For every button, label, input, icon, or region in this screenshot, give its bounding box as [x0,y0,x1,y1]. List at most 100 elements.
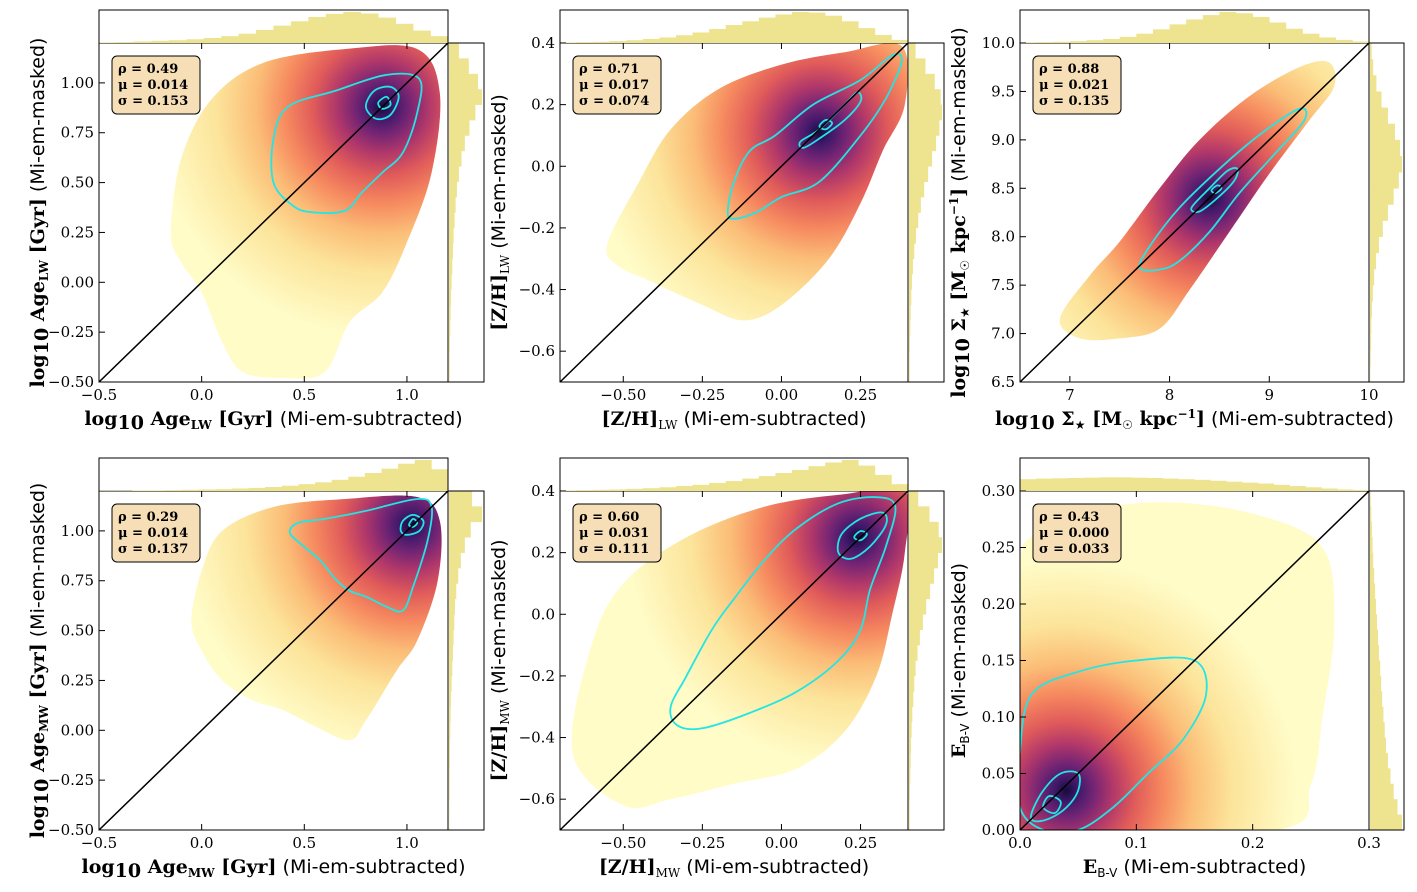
hist-bar [891,484,909,491]
hist-bar [1370,737,1386,754]
x-tick-label: 0.0 [1008,834,1032,852]
x-axis-label: log10 AgeLW [Gyr] (Mi-em-subtracted) [84,408,462,434]
hist-bar [909,614,923,630]
hist-bar [1152,29,1170,43]
hist-bar [116,42,135,43]
kde-density [571,491,908,809]
top-hist-frame [559,9,909,43]
y-axis-label: log10 AgeMW [Gyr] (Mi-em-masked) [27,483,53,839]
y-tick-label: 7.5 [991,276,1015,294]
hist-bar [168,40,187,43]
hist-bar [381,468,399,491]
y-axis-label: EB-V (Mi-em-masked) [948,563,972,758]
hist-bar [909,227,916,244]
hist-bar [909,351,910,367]
hist-bar [1194,479,1211,491]
y-tick-label: 9.0 [991,131,1015,149]
y-tick-label: 0.05 [982,765,1015,783]
y-tick-label: 0.25 [982,539,1015,557]
hist-bar [1370,59,1374,76]
stat-mu: μ = 0.014 [118,78,188,93]
hist-bar [449,150,462,167]
hist-bar [909,135,937,152]
hist-bar [414,460,432,491]
y-tick-label: 9.5 [991,82,1015,100]
hist-bar [1370,614,1378,630]
hist-bar [315,482,332,491]
contour-level-3 [818,119,834,131]
stat-mu: μ = 0.021 [1039,78,1109,93]
hist-bar [1162,478,1179,491]
y-tick-label: −0.50 [48,373,94,391]
hist-bar [1370,506,1372,523]
hist-bar [449,675,452,692]
hist-bar [909,675,915,692]
y-tick-label: −0.4 [519,729,555,747]
hist-bar [560,42,577,43]
hist-bar [449,274,452,290]
hist-bar [1202,15,1220,44]
x-axis-label: log10 Σ★ [M☉ kpc−1] (Mi-em-subtracted) [995,407,1394,434]
x-tick-label: 1.0 [395,386,419,404]
hist-bar [909,506,930,523]
hist-bar [909,43,916,59]
hist-bar [449,227,454,244]
hist-bar [1067,477,1084,491]
x-tick-label: 0.1 [1124,834,1148,852]
hist-bar [1370,675,1382,692]
hist-bar [1099,477,1116,491]
one-to-one-line [560,491,908,830]
hist-bar [858,28,876,43]
x-tick-label: 0.25 [844,386,877,404]
hist-bar [1370,75,1377,92]
hist-bar [449,783,450,800]
hist-bar [449,552,461,569]
y-tick-label: 1.00 [61,74,94,92]
kde-density [606,43,908,321]
hist-bar [1370,107,1388,125]
stat-rho: ρ = 0.71 [579,62,639,77]
hist-bar [1020,42,1037,43]
hist-bar [560,490,577,491]
stats-box-bg [111,503,201,563]
y-tick-label: 0.00 [982,821,1015,839]
stats-box-bg [1032,55,1122,115]
x-tick-label: 7 [1065,386,1075,404]
hist-bar [909,645,918,661]
hist-bar [1353,490,1370,491]
hist-bar [186,39,204,43]
hist-bar [449,691,451,708]
hist-bar [1103,38,1121,43]
hist-bar [909,598,927,615]
hist-bar [1242,482,1259,491]
y-tick-label: 0.25 [61,223,94,241]
hist-bar [758,476,776,491]
x-tick-label: −0.50 [600,386,646,404]
hist-bar [692,32,710,43]
hist-bar [449,737,450,754]
contour-level-3 [1042,795,1062,815]
hist-bar [1370,139,1401,157]
hist-bar [1236,13,1253,43]
plot-area [1020,43,1369,382]
stats-box-bg [572,55,662,115]
top-histogram [98,9,449,44]
hist-bar [909,274,912,290]
hist-bar [273,25,292,43]
plot-area [560,491,908,830]
hist-bar [909,89,941,105]
hist-bar [449,258,453,275]
hist-bar [165,490,183,491]
hist-bar [909,537,942,553]
hist-bar [841,460,859,491]
contour-level-1 [1020,656,1208,830]
hist-bar [231,488,249,491]
hist-bar [1370,236,1379,254]
x-axis-label: EB-V (Mi-em-subtracted) [1083,856,1307,880]
one-to-one-line [1020,43,1369,382]
hist-bar [198,489,216,491]
hist-bar [659,487,677,491]
hist-bar [238,33,257,43]
hist-bar [378,17,396,43]
